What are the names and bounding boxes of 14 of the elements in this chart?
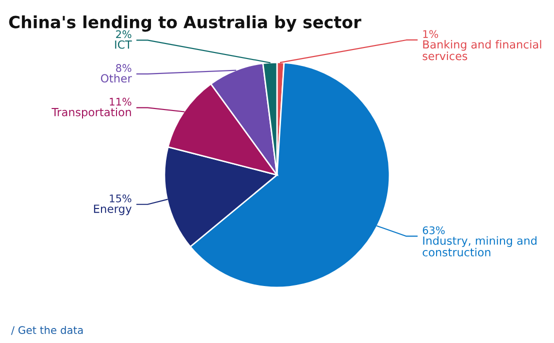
- slice-label: ICT: [115, 40, 132, 49]
- data-label: 2%: [116, 30, 132, 38]
- data-label: 1%: [423, 30, 438, 38]
- data-label: 63%: [422, 226, 445, 234]
- text: / Get the data: [11, 326, 83, 335]
- slice-label: Transportation: [52, 108, 131, 118]
- chart-title: China's lending to Australia by sector: [9, 15, 362, 32]
- slice-label: Energy: [94, 204, 132, 216]
- slice-label: Industry, mining and construction: [422, 236, 536, 256]
- slice-label: Banking and financial services: [422, 40, 542, 60]
- data-label: 11%: [110, 98, 132, 106]
- data-label: 15%: [110, 194, 132, 202]
- data-label: 8%: [116, 64, 132, 72]
- slice-label: Other: [100, 74, 132, 83]
